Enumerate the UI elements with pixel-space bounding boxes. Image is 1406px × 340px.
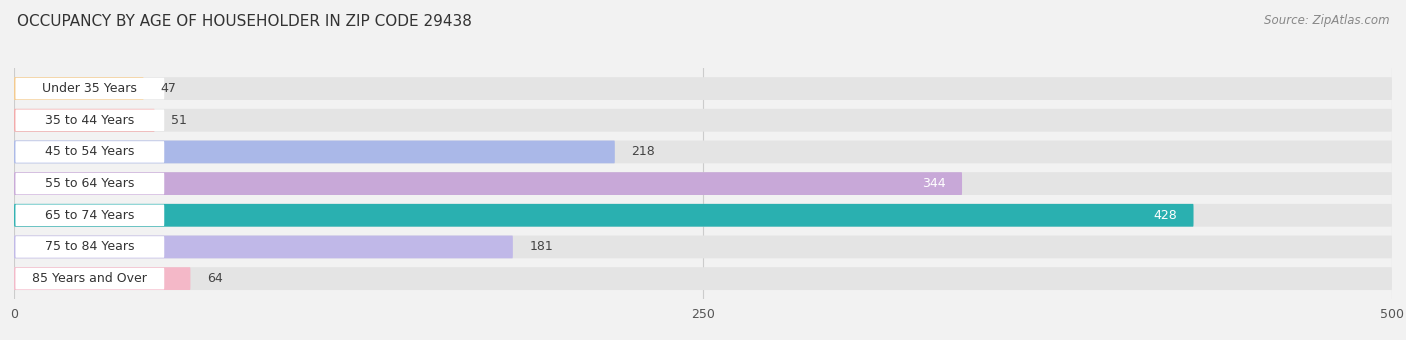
FancyBboxPatch shape <box>15 141 165 163</box>
Text: 51: 51 <box>172 114 187 127</box>
Text: 35 to 44 Years: 35 to 44 Years <box>45 114 135 127</box>
Text: 181: 181 <box>530 240 553 253</box>
FancyBboxPatch shape <box>14 109 1392 132</box>
Text: 428: 428 <box>1153 209 1177 222</box>
FancyBboxPatch shape <box>14 140 1392 163</box>
Text: 45 to 54 Years: 45 to 54 Years <box>45 146 135 158</box>
FancyBboxPatch shape <box>15 204 165 226</box>
FancyBboxPatch shape <box>14 172 1392 195</box>
FancyBboxPatch shape <box>14 77 143 100</box>
FancyBboxPatch shape <box>14 204 1194 227</box>
FancyBboxPatch shape <box>14 236 1392 258</box>
FancyBboxPatch shape <box>15 236 165 258</box>
Text: Source: ZipAtlas.com: Source: ZipAtlas.com <box>1264 14 1389 27</box>
Text: 218: 218 <box>631 146 655 158</box>
FancyBboxPatch shape <box>15 109 165 131</box>
Text: 47: 47 <box>160 82 176 95</box>
FancyBboxPatch shape <box>14 140 614 163</box>
FancyBboxPatch shape <box>14 267 190 290</box>
FancyBboxPatch shape <box>14 267 1392 290</box>
FancyBboxPatch shape <box>15 78 165 99</box>
FancyBboxPatch shape <box>14 172 962 195</box>
Text: 85 Years and Over: 85 Years and Over <box>32 272 148 285</box>
FancyBboxPatch shape <box>14 204 1392 227</box>
Text: OCCUPANCY BY AGE OF HOUSEHOLDER IN ZIP CODE 29438: OCCUPANCY BY AGE OF HOUSEHOLDER IN ZIP C… <box>17 14 472 29</box>
Text: 64: 64 <box>207 272 222 285</box>
Text: 75 to 84 Years: 75 to 84 Years <box>45 240 135 253</box>
FancyBboxPatch shape <box>14 109 155 132</box>
FancyBboxPatch shape <box>14 77 1392 100</box>
Text: 55 to 64 Years: 55 to 64 Years <box>45 177 135 190</box>
Text: 65 to 74 Years: 65 to 74 Years <box>45 209 135 222</box>
FancyBboxPatch shape <box>15 268 165 289</box>
FancyBboxPatch shape <box>15 173 165 194</box>
Text: 344: 344 <box>922 177 945 190</box>
FancyBboxPatch shape <box>14 236 513 258</box>
Text: Under 35 Years: Under 35 Years <box>42 82 138 95</box>
